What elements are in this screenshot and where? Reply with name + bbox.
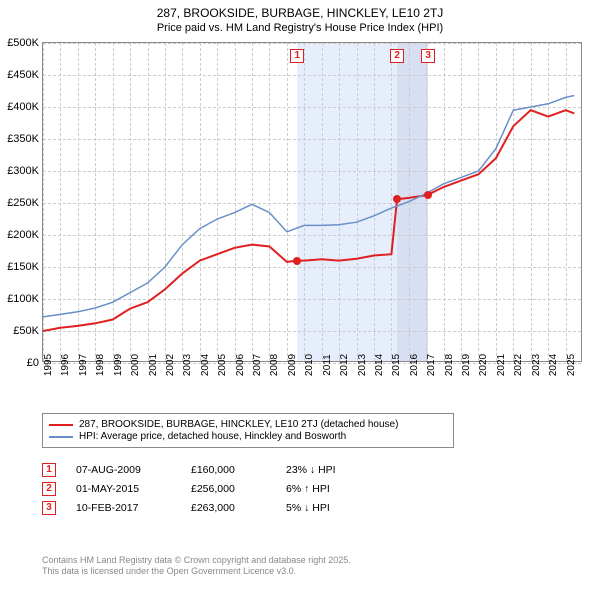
legend-box: 287, BROOKSIDE, BURBAGE, HINCKLEY, LE10 … bbox=[42, 413, 454, 448]
chart-container: 287, BROOKSIDE, BURBAGE, HINCKLEY, LE10 … bbox=[0, 0, 600, 590]
series-line-0 bbox=[43, 110, 574, 331]
title-line-1: 287, BROOKSIDE, BURBAGE, HINCKLEY, LE10 … bbox=[0, 6, 600, 20]
transaction-marker: 2 bbox=[42, 482, 56, 496]
attribution-text: Contains HM Land Registry data © Crown c… bbox=[42, 555, 351, 578]
transaction-date: 10-FEB-2017 bbox=[76, 502, 171, 514]
series-line-1 bbox=[43, 96, 574, 317]
y-tick-label: £50K bbox=[13, 325, 39, 337]
marker-dot bbox=[424, 191, 432, 199]
legend-label: HPI: Average price, detached house, Hinc… bbox=[79, 431, 346, 442]
y-tick-label: £350K bbox=[7, 133, 39, 145]
transaction-row: 1 07-AUG-2009 £160,000 23% ↓ HPI bbox=[42, 463, 376, 477]
transaction-date: 07-AUG-2009 bbox=[76, 464, 171, 476]
transaction-vs-hpi: 5% ↓ HPI bbox=[286, 502, 376, 514]
legend-item: HPI: Average price, detached house, Hinc… bbox=[49, 431, 447, 442]
plot-area: £0£50K£100K£150K£200K£250K£300K£350K£400… bbox=[42, 42, 582, 362]
y-tick-label: £100K bbox=[7, 293, 39, 305]
transaction-price: £263,000 bbox=[191, 502, 266, 514]
marker-callout: 2 bbox=[390, 49, 404, 63]
transactions-table: 1 07-AUG-2009 £160,000 23% ↓ HPI 2 01-MAY-201… bbox=[42, 458, 376, 520]
legend-swatch bbox=[49, 424, 73, 426]
legend-item: 287, BROOKSIDE, BURBAGE, HINCKLEY, LE10 … bbox=[49, 419, 447, 430]
transaction-vs-hpi: 23% ↓ HPI bbox=[286, 464, 376, 476]
transaction-row: 2 01-MAY-2015 £256,000 6% ↑ HPI bbox=[42, 482, 376, 496]
transaction-price: £256,000 bbox=[191, 483, 266, 495]
transaction-marker: 1 bbox=[42, 463, 56, 477]
y-tick-label: £500K bbox=[7, 37, 39, 49]
marker-dot bbox=[293, 257, 301, 265]
marker-dot bbox=[393, 195, 401, 203]
y-tick-label: £200K bbox=[7, 229, 39, 241]
legend-swatch bbox=[49, 436, 73, 438]
title-line-2: Price paid vs. HM Land Registry's House … bbox=[0, 22, 600, 34]
y-tick-label: £250K bbox=[7, 197, 39, 209]
transaction-date: 01-MAY-2015 bbox=[76, 483, 171, 495]
y-tick-label: £300K bbox=[7, 165, 39, 177]
attribution-line-1: Contains HM Land Registry data © Crown c… bbox=[42, 555, 351, 566]
y-tick-label: £400K bbox=[7, 101, 39, 113]
attribution-line-2: This data is licensed under the Open Gov… bbox=[42, 566, 351, 577]
legend-label: 287, BROOKSIDE, BURBAGE, HINCKLEY, LE10 … bbox=[79, 419, 398, 430]
marker-callout: 1 bbox=[290, 49, 304, 63]
transaction-marker: 3 bbox=[42, 501, 56, 515]
y-tick-label: £150K bbox=[7, 261, 39, 273]
transaction-price: £160,000 bbox=[191, 464, 266, 476]
chart-titles: 287, BROOKSIDE, BURBAGE, HINCKLEY, LE10 … bbox=[0, 0, 600, 34]
marker-callout: 3 bbox=[421, 49, 435, 63]
transaction-vs-hpi: 6% ↑ HPI bbox=[286, 483, 376, 495]
chart-lines bbox=[43, 43, 583, 363]
y-tick-label: £0 bbox=[27, 357, 39, 369]
transaction-row: 3 10-FEB-2017 £263,000 5% ↓ HPI bbox=[42, 501, 376, 515]
y-tick-label: £450K bbox=[7, 69, 39, 81]
